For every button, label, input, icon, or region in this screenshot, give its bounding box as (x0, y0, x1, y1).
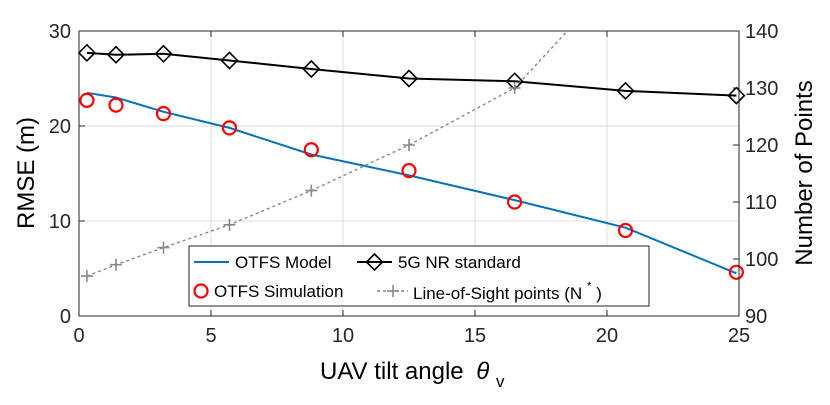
series-3-circle-point (506, 194, 523, 210)
y-axis-left-label: RMSE (m) (13, 117, 40, 229)
y-left-tick-label: 30 (49, 21, 71, 43)
series-3-circle-point (108, 97, 124, 113)
legend: OTFS Model 5G NR standard OTFS Simulatio… (188, 245, 650, 307)
legend-los-label-sup: * (587, 279, 592, 293)
series-3-circle-point (79, 92, 95, 108)
legend-5g-diamond-icon (365, 252, 384, 272)
x-tick-label: 0 (73, 325, 84, 347)
series-4-plus-point (305, 184, 318, 197)
series-3-circle-point (617, 222, 634, 239)
y-right-tick-label: 130 (745, 78, 778, 100)
x-tick-label: 15 (464, 325, 486, 347)
legend-otfs-sim-circle-icon (193, 283, 209, 299)
y-right-tick-label: 90 (745, 306, 767, 328)
series-3-circle-point (155, 106, 172, 122)
y-left-tick-label: 20 (49, 116, 71, 138)
series-3-circle-point (221, 120, 238, 136)
series-2-diamond-point (302, 59, 321, 79)
x-axis-label-symbol: θ (476, 358, 489, 385)
series-4-plus-point (508, 82, 521, 94)
legend-box (188, 245, 650, 307)
series-4-plus-point (80, 270, 93, 283)
x-axis-label-subscript: v (496, 372, 505, 391)
x-tick-label: 25 (728, 325, 750, 347)
legend-5g-label: 5G NR standard (398, 253, 521, 272)
series-2-diamond-point (399, 69, 419, 88)
series-2-diamond-point (220, 51, 239, 70)
series-1-line (86, 91, 737, 275)
series-2-diamond-point (727, 86, 746, 105)
y-left-tick-label: 10 (49, 211, 71, 233)
y-right-tick-label: 120 (745, 135, 778, 157)
y-right-tick-label: 100 (745, 249, 778, 271)
legend-los-label: Line-of-Sight points (N * ) (413, 275, 602, 303)
x-tick-label: 20 (596, 325, 618, 347)
legend-los-label-text: Line-of-Sight points (N (413, 284, 582, 303)
legend-otfs-model-label: OTFS Model (235, 253, 331, 272)
series-3-circle-point (303, 142, 319, 158)
x-tick-label: 10 (332, 325, 354, 347)
x-axis-label-text: UAV tilt angle (320, 358, 464, 385)
series-2-diamond-point (106, 45, 126, 64)
x-tick-label: 5 (205, 325, 216, 347)
y-right-tick-label: 140 (745, 21, 778, 43)
series-3-circle-point (728, 264, 744, 280)
series-4-plus-point (403, 139, 415, 151)
legend-los-plus-icon (387, 285, 399, 297)
series-4-plus-point (109, 258, 122, 271)
y-axis-right-label: Number of Points (791, 80, 818, 265)
series-2-diamond-point (77, 43, 97, 62)
x-axis-label: UAV tilt angle θ v (320, 358, 505, 391)
series-2-diamond-point (154, 44, 173, 63)
series-4-plus-point (223, 218, 236, 231)
series-2-line (86, 51, 737, 97)
markers-layer (77, 43, 746, 283)
y-left-tick-label: 0 (60, 306, 71, 328)
legend-los-label-suffix: ) (596, 284, 602, 303)
series-3-circle-point (401, 163, 417, 179)
series-2-diamond-point (616, 81, 635, 100)
plot-frame (78, 30, 740, 317)
tick-labels: 0 5 10 15 20 25 0 10 20 30 90 100 110 120 130 140 (49, 21, 779, 347)
series-layer (86, 31, 737, 277)
y-right-tick-label: 110 (745, 192, 777, 214)
series-4-plus-point (157, 241, 170, 254)
ticks (78, 30, 740, 317)
legend-otfs-sim-label: OTFS Simulation (214, 282, 343, 301)
